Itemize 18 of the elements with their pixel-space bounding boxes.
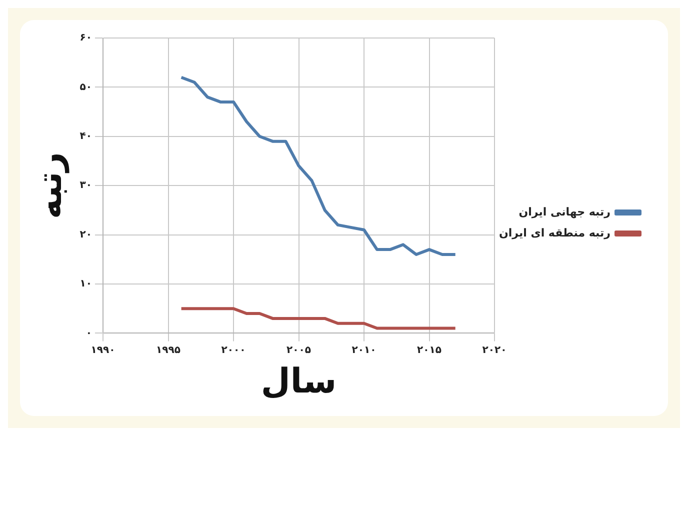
- y-tick-label: ۵۰: [80, 82, 92, 93]
- y-axis-title: رتبه: [30, 152, 70, 220]
- y-tick-label: ۴۰: [80, 130, 92, 142]
- x-tick-label: ۲۰۲۰: [482, 344, 507, 356]
- y-tick-label: ۰: [86, 328, 92, 339]
- x-tick-label: ۲۰۱۰: [352, 344, 376, 356]
- y-tick-label: ۲۰: [80, 229, 92, 240]
- legend-label: رتبه جهانی ایران: [518, 205, 610, 218]
- x-tick-label: ۱۹۹۵: [156, 344, 180, 356]
- x-tick-label: ۲۰۰۵: [286, 344, 311, 356]
- x-tick-label: ۲۰۱۵: [417, 344, 442, 356]
- y-tick-label: ۳۰: [80, 180, 92, 192]
- x-tick-label: ۲۰۰۰: [221, 344, 246, 356]
- legend-label: رتبه منطقه ای ایران: [499, 226, 610, 240]
- y-tick-label: ۶۰: [80, 32, 92, 44]
- x-axis-title: سال: [260, 361, 337, 402]
- y-tick-label: ۱۰: [80, 278, 92, 290]
- x-tick-label: ۱۹۹۰: [90, 344, 116, 356]
